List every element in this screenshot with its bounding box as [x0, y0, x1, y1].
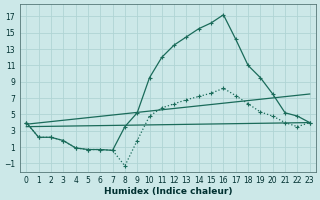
X-axis label: Humidex (Indice chaleur): Humidex (Indice chaleur): [104, 187, 232, 196]
